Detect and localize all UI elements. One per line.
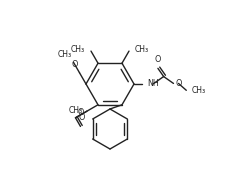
Text: CH₃: CH₃ (57, 50, 71, 59)
Text: O: O (78, 108, 84, 117)
Text: CH₃: CH₃ (135, 45, 149, 54)
Text: CH₃: CH₃ (71, 45, 85, 54)
Text: O: O (71, 60, 78, 69)
Text: O: O (176, 79, 182, 88)
Text: O: O (78, 113, 85, 122)
Text: NH: NH (147, 79, 159, 89)
Text: CH₃: CH₃ (191, 86, 205, 95)
Text: O: O (155, 55, 161, 64)
Text: CH₃: CH₃ (69, 106, 83, 115)
